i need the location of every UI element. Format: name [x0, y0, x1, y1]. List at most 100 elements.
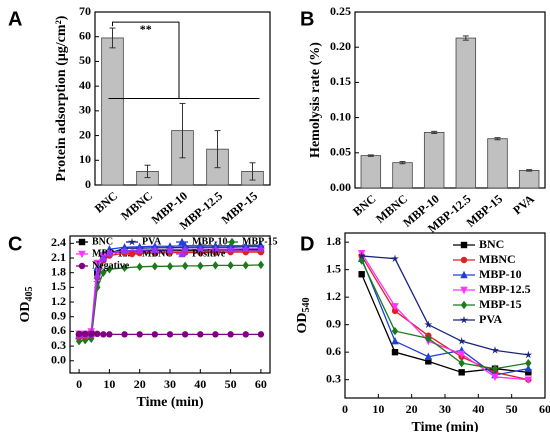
- marker: [242, 244, 250, 252]
- marker: [242, 331, 249, 338]
- y-tick-label: 0.05: [330, 145, 351, 159]
- marker: [121, 331, 128, 338]
- marker: [425, 358, 432, 365]
- y-tick-label: 0.6: [326, 344, 341, 358]
- marker: [211, 245, 220, 253]
- marker: [357, 251, 366, 260]
- y-tick-label: 0.00: [330, 180, 351, 194]
- series-line: [361, 258, 529, 376]
- series-line: [361, 260, 529, 370]
- y-tick-label: 1.8: [326, 234, 341, 248]
- marker: [128, 250, 136, 258]
- legend-label: MBP-10: [192, 236, 228, 247]
- marker: [88, 330, 95, 338]
- marker: [93, 270, 101, 279]
- panel-label: C: [8, 233, 22, 255]
- series-line: [361, 273, 529, 373]
- legend-label: BNC: [92, 236, 113, 247]
- y-tick-label: 50: [79, 53, 91, 67]
- marker: [197, 261, 204, 271]
- plot-frame: [354, 11, 546, 189]
- marker: [391, 336, 399, 345]
- marker: [358, 271, 365, 278]
- legend-label: PVA: [479, 312, 502, 326]
- marker: [121, 263, 128, 273]
- marker: [525, 358, 532, 368]
- annotation: **: [140, 22, 152, 36]
- marker: [93, 259, 101, 268]
- x-tick-label: 0: [76, 377, 82, 391]
- x-tick-label: 0: [342, 402, 348, 416]
- marker: [106, 265, 113, 274]
- y-tick-label: 1.5: [326, 261, 341, 275]
- marker: [524, 376, 533, 384]
- marker: [491, 346, 499, 354]
- y-tick-label: 0.25: [330, 4, 351, 18]
- panel-label: B: [300, 8, 314, 30]
- x-axis-label: Time (min): [411, 420, 478, 432]
- legend-label: MBP-15: [479, 297, 522, 311]
- significance-bracket: [108, 21, 260, 99]
- series-line: [79, 250, 261, 335]
- marker: [460, 256, 468, 264]
- x-tick-label: 60: [255, 377, 267, 391]
- marker: [460, 315, 468, 324]
- marker: [257, 244, 265, 252]
- y-tick-label: 0.20: [330, 39, 351, 53]
- legend-label: PVA: [142, 236, 162, 247]
- marker: [99, 253, 108, 262]
- marker: [166, 262, 174, 271]
- y-tick-label: 20: [79, 127, 91, 141]
- marker: [166, 331, 174, 338]
- panel-label: A: [8, 8, 22, 30]
- x-tick-label: 10: [103, 377, 115, 391]
- legend-label: Negative: [92, 260, 130, 271]
- marker: [78, 262, 86, 270]
- y-tick-label: 1.2: [51, 294, 66, 308]
- y-axis-label: OD405: [18, 287, 35, 323]
- x-tick-label: 20: [406, 402, 418, 416]
- y-tick-label: 0: [85, 177, 91, 191]
- marker: [242, 261, 249, 270]
- y-axis-label-sub: 405: [24, 287, 35, 302]
- x-tick-label: 40: [472, 402, 484, 416]
- marker: [106, 331, 113, 338]
- marker: [196, 245, 205, 253]
- marker: [457, 350, 466, 359]
- marker: [166, 245, 174, 253]
- bar: [360, 155, 382, 189]
- legend-label: Positive: [192, 248, 226, 259]
- marker: [457, 336, 466, 345]
- y-axis-label-main: OD: [295, 313, 310, 334]
- marker: [135, 245, 144, 254]
- y-axis-label-sub: 540: [301, 298, 312, 313]
- marker: [458, 369, 465, 376]
- marker: [524, 364, 533, 372]
- marker: [136, 262, 143, 272]
- y-tick-label: 0.6: [51, 323, 66, 337]
- y-tick-label: 70: [79, 4, 91, 18]
- x-tick-label: 30: [164, 377, 176, 391]
- marker: [105, 248, 114, 257]
- marker: [81, 330, 89, 338]
- y-tick-label: 0.15: [330, 74, 351, 88]
- marker: [391, 303, 399, 311]
- y-tick-label: 0.3: [51, 338, 66, 352]
- x-tick-label: 20: [134, 377, 146, 391]
- y-tick-label: 40: [79, 78, 91, 92]
- marker: [491, 373, 499, 382]
- marker: [151, 262, 159, 271]
- marker: [212, 331, 219, 338]
- marker: [228, 237, 236, 247]
- marker: [100, 268, 107, 277]
- y-tick-label: 1.5: [51, 279, 66, 293]
- marker: [151, 245, 159, 253]
- legend-label: MBP-10: [479, 267, 522, 281]
- marker: [94, 330, 101, 338]
- marker: [458, 358, 465, 368]
- bar: [392, 162, 413, 189]
- y-axis-label: OD540: [295, 298, 312, 334]
- legend-label: MBP-12.5: [479, 282, 531, 296]
- marker: [181, 245, 189, 253]
